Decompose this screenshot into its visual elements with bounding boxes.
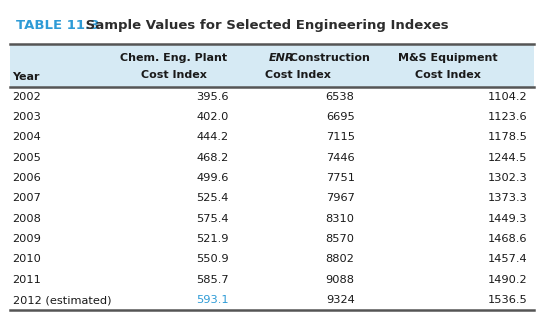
Text: 2009: 2009 <box>13 234 41 244</box>
Text: 444.2: 444.2 <box>196 132 229 142</box>
Text: 1457.4: 1457.4 <box>488 255 528 265</box>
Text: 521.9: 521.9 <box>196 234 229 244</box>
Text: 575.4: 575.4 <box>196 214 229 224</box>
Text: ENR: ENR <box>268 53 294 63</box>
Bar <box>10 107 534 127</box>
Text: Year: Year <box>13 72 40 82</box>
Bar <box>10 270 534 290</box>
Bar <box>10 188 534 209</box>
Text: 2005: 2005 <box>13 153 41 163</box>
Text: 468.2: 468.2 <box>196 153 229 163</box>
Text: 1302.3: 1302.3 <box>488 173 528 183</box>
Text: TABLE 11.3: TABLE 11.3 <box>16 20 100 32</box>
Text: 2003: 2003 <box>13 112 41 122</box>
Text: 593.1: 593.1 <box>196 295 229 305</box>
Text: 499.6: 499.6 <box>196 173 229 183</box>
Text: 7446: 7446 <box>326 153 355 163</box>
Text: 2004: 2004 <box>13 132 41 142</box>
Text: 2007: 2007 <box>13 193 41 203</box>
Bar <box>10 168 534 188</box>
Text: 1490.2: 1490.2 <box>488 275 528 285</box>
Text: 1244.5: 1244.5 <box>488 153 528 163</box>
Text: M&S Equipment: M&S Equipment <box>398 53 498 63</box>
Text: 7115: 7115 <box>326 132 355 142</box>
Text: 9324: 9324 <box>326 295 355 305</box>
Text: 6695: 6695 <box>326 112 355 122</box>
Bar <box>10 127 534 148</box>
Text: 9088: 9088 <box>326 275 355 285</box>
Text: 1178.5: 1178.5 <box>488 132 528 142</box>
Text: 1104.2: 1104.2 <box>488 92 528 102</box>
Text: Chem. Eng. Plant: Chem. Eng. Plant <box>120 53 227 63</box>
Text: 402.0: 402.0 <box>196 112 229 122</box>
Text: 2011: 2011 <box>13 275 41 285</box>
Bar <box>10 209 534 229</box>
Text: 1449.3: 1449.3 <box>488 214 528 224</box>
Text: 6538: 6538 <box>326 92 355 102</box>
Bar <box>10 229 534 249</box>
Text: 2010: 2010 <box>13 255 41 265</box>
Text: 2002: 2002 <box>13 92 41 102</box>
Text: 1123.6: 1123.6 <box>488 112 528 122</box>
Text: Cost Index: Cost Index <box>141 70 207 80</box>
Text: Construction: Construction <box>286 53 370 63</box>
Bar <box>10 148 534 168</box>
Text: Cost Index: Cost Index <box>265 70 331 80</box>
Text: 1468.6: 1468.6 <box>488 234 528 244</box>
Text: Sample Values for Selected Engineering Indexes: Sample Values for Selected Engineering I… <box>81 20 448 32</box>
Text: 1536.5: 1536.5 <box>488 295 528 305</box>
Text: 2008: 2008 <box>13 214 41 224</box>
Bar <box>10 249 534 270</box>
Text: 585.7: 585.7 <box>196 275 229 285</box>
Text: 8310: 8310 <box>326 214 355 224</box>
Text: 1373.3: 1373.3 <box>488 193 528 203</box>
Text: Cost Index: Cost Index <box>415 70 480 80</box>
Text: 395.6: 395.6 <box>196 92 229 102</box>
Bar <box>10 290 534 310</box>
Text: 525.4: 525.4 <box>196 193 229 203</box>
Text: 8570: 8570 <box>326 234 355 244</box>
Bar <box>10 87 534 107</box>
Text: 7751: 7751 <box>326 173 355 183</box>
Text: 2012 (estimated): 2012 (estimated) <box>13 295 111 305</box>
Bar <box>10 8 534 44</box>
Text: 7967: 7967 <box>326 193 355 203</box>
Text: 2006: 2006 <box>13 173 41 183</box>
Text: 8802: 8802 <box>326 255 355 265</box>
Text: 550.9: 550.9 <box>196 255 229 265</box>
Bar <box>10 44 534 87</box>
